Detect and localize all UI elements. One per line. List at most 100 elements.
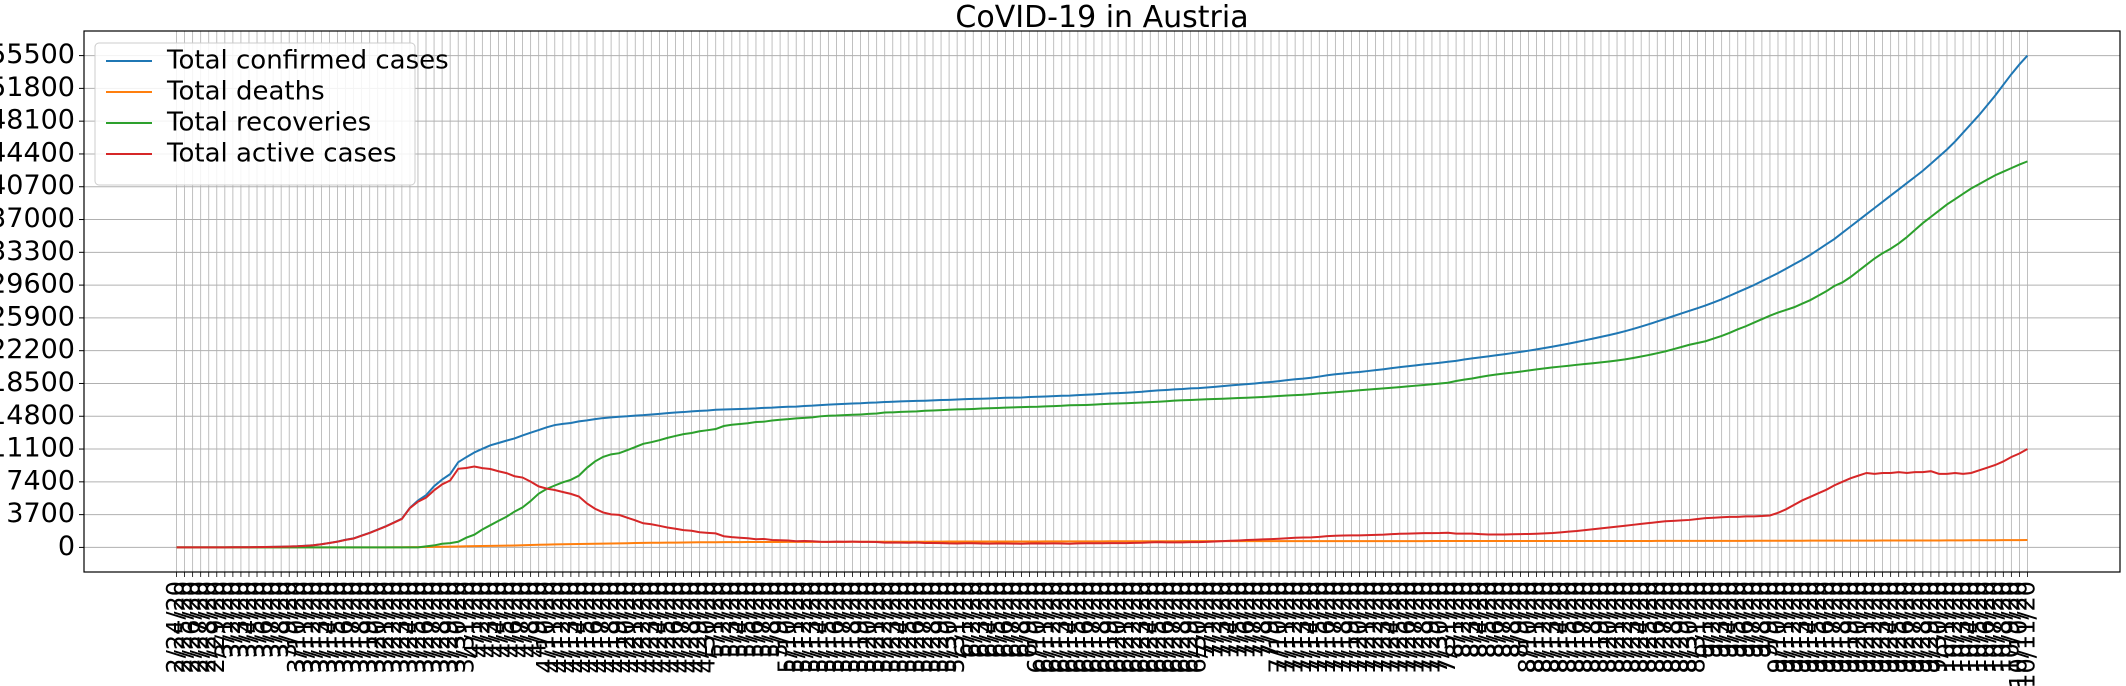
- x-tick-label: 3/30/20: [443, 581, 471, 674]
- x-tick-label: 4/20/20: [612, 581, 640, 674]
- x-tick-label: 7/8/20: [1248, 581, 1276, 658]
- series-line: [176, 448, 2028, 549]
- x-tick-label: 8/20/20: [1594, 581, 1622, 674]
- x-tick-label: 6/5/20: [982, 581, 1010, 658]
- x-tick-label: 10/9/20: [1996, 581, 2024, 674]
- x-tick-label: 3/31/20: [451, 581, 479, 674]
- legend-label: Total deaths: [166, 77, 325, 107]
- x-tick-label: 9/25/20: [1884, 581, 1912, 674]
- x-tick-label: 3/14/20: [314, 581, 342, 674]
- x-tick-label: 5/22/20: [870, 581, 898, 674]
- y-tick-label: 44400: [0, 137, 75, 168]
- y-tick-label: 48100: [0, 105, 75, 136]
- x-tick-label: 2/27/20: [186, 581, 214, 674]
- x-tick-label: 7/25/20: [1385, 581, 1413, 674]
- x-tick-label: 9/29/20: [1916, 581, 1944, 674]
- x-tick-label: 6/29/20: [1176, 581, 1204, 674]
- legend-label: Total active cases: [166, 139, 397, 169]
- x-tick-label: 4/8/20: [516, 581, 544, 658]
- x-tick-label: 5/8/20: [757, 581, 785, 658]
- ticks: 2/24/202/25/202/26/202/27/202/28/202/29/…: [0, 39, 2040, 686]
- legend-label: Total recoveries: [166, 108, 371, 138]
- x-tick-label: 4/21/20: [620, 581, 648, 674]
- x-tick-label: 6/11/20: [1031, 581, 1059, 674]
- x-tick-label: 3/12/20: [298, 581, 326, 674]
- x-tick-label: 7/6/20: [1232, 581, 1260, 658]
- x-tick-label: 7/17/20: [1320, 581, 1348, 674]
- x-tick-label: 6/13/20: [1047, 581, 1075, 674]
- x-tick-label: 9/14/20: [1795, 581, 1823, 674]
- x-tick-label: 8/11/20: [1522, 581, 1550, 674]
- y-tick-label: 7400: [6, 465, 75, 496]
- x-tick-label: 8/10/20: [1514, 581, 1542, 674]
- x-tick-label: 3/19/20: [355, 581, 383, 674]
- x-tick-label: 2/28/20: [194, 581, 222, 674]
- x-tick-label: 3/16/20: [331, 581, 359, 674]
- x-tick-label: 5/20/20: [854, 581, 882, 674]
- x-tick-label: 9/2/20: [1699, 581, 1727, 658]
- x-tick-label: 6/25/20: [1143, 581, 1171, 674]
- x-tick-label: 6/23/20: [1127, 581, 1155, 674]
- x-tick-label: 6/24/20: [1135, 581, 1163, 674]
- x-tick-label: 6/22/20: [1119, 581, 1147, 674]
- x-tick-label: 9/9/20: [1755, 581, 1783, 658]
- x-tick-label: 8/3/20: [1457, 581, 1485, 658]
- x-tick-label: 3/29/20: [435, 581, 463, 674]
- x-tick-label: 5/2/20: [709, 581, 737, 658]
- x-tick-label: 8/15/20: [1554, 581, 1582, 674]
- x-tick-label: 4/24/20: [644, 581, 672, 674]
- x-tick-label: 7/28/20: [1409, 581, 1437, 674]
- x-tick-label: 3/13/20: [306, 581, 334, 674]
- x-tick-label: 4/3/20: [475, 581, 503, 658]
- x-tick-label: 7/19/20: [1336, 581, 1364, 674]
- x-tick-label: 10/6/20: [1972, 581, 2000, 674]
- y-tick-label: 33300: [0, 236, 75, 267]
- x-tick-label: 7/31/20: [1433, 581, 1461, 674]
- x-tick-label: 5/25/20: [894, 581, 922, 674]
- x-tick-label: 3/17/20: [339, 581, 367, 674]
- x-tick-label: 6/8/20: [1007, 581, 1035, 658]
- x-tick-label: 5/29/20: [926, 581, 954, 674]
- x-tick-label: 9/24/20: [1876, 581, 1904, 674]
- x-tick-label: 4/2/20: [467, 581, 495, 658]
- x-tick-label: 9/21/20: [1852, 581, 1880, 674]
- legend-box: [94, 42, 416, 186]
- x-tick-label: 7/27/20: [1401, 581, 1429, 674]
- x-tick-label: 8/29/20: [1666, 581, 1694, 674]
- x-tick-label: 6/27/20: [1159, 581, 1187, 674]
- x-tick-label: 9/12/20: [1779, 581, 1807, 674]
- x-tick-label: 4/30/20: [693, 581, 721, 674]
- x-tick-label: 9/8/20: [1747, 581, 1775, 658]
- grid: [84, 31, 2120, 572]
- x-tick-label: 3/26/20: [411, 581, 439, 674]
- x-tick-label: 7/13/20: [1288, 581, 1316, 674]
- x-tick-label: 6/15/20: [1063, 581, 1091, 674]
- x-tick-label: 4/14/20: [564, 581, 592, 674]
- x-tick-label: 7/9/20: [1256, 581, 1284, 658]
- x-tick-label: 6/28/20: [1167, 581, 1195, 674]
- x-tick-label: 8/2/20: [1449, 581, 1477, 658]
- x-tick-label: 8/28/20: [1658, 581, 1686, 674]
- x-tick-label: 10/3/20: [1948, 581, 1976, 674]
- legend-label: Total confirmed cases: [166, 46, 449, 76]
- y-tick-label: 25900: [0, 301, 75, 332]
- x-tick-label: 8/27/20: [1650, 581, 1678, 674]
- x-tick-label: 6/17/20: [1079, 581, 1107, 674]
- x-tick-label: 9/26/20: [1892, 581, 1920, 674]
- x-tick-label: 4/18/20: [596, 581, 624, 674]
- x-tick-label: 9/6/20: [1731, 581, 1759, 658]
- x-tick-label: 9/20/20: [1843, 581, 1871, 674]
- x-tick-label: 8/24/20: [1626, 581, 1654, 674]
- x-tick-label: 8/31/20: [1683, 581, 1711, 674]
- x-tick-label: 9/27/20: [1900, 581, 1928, 674]
- y-tick-label: 55500: [0, 39, 75, 70]
- x-tick-label: 5/18/20: [838, 581, 866, 674]
- x-tick-label: 5/6/20: [741, 581, 769, 658]
- x-tick-label: 7/23/20: [1369, 581, 1397, 674]
- x-tick-label: 7/26/20: [1393, 581, 1421, 674]
- y-tick-label: 3700: [6, 498, 75, 529]
- x-tick-label: 5/16/20: [821, 581, 849, 674]
- x-tick-label: 4/19/20: [604, 581, 632, 674]
- x-tick-label: 8/21/20: [1602, 581, 1630, 674]
